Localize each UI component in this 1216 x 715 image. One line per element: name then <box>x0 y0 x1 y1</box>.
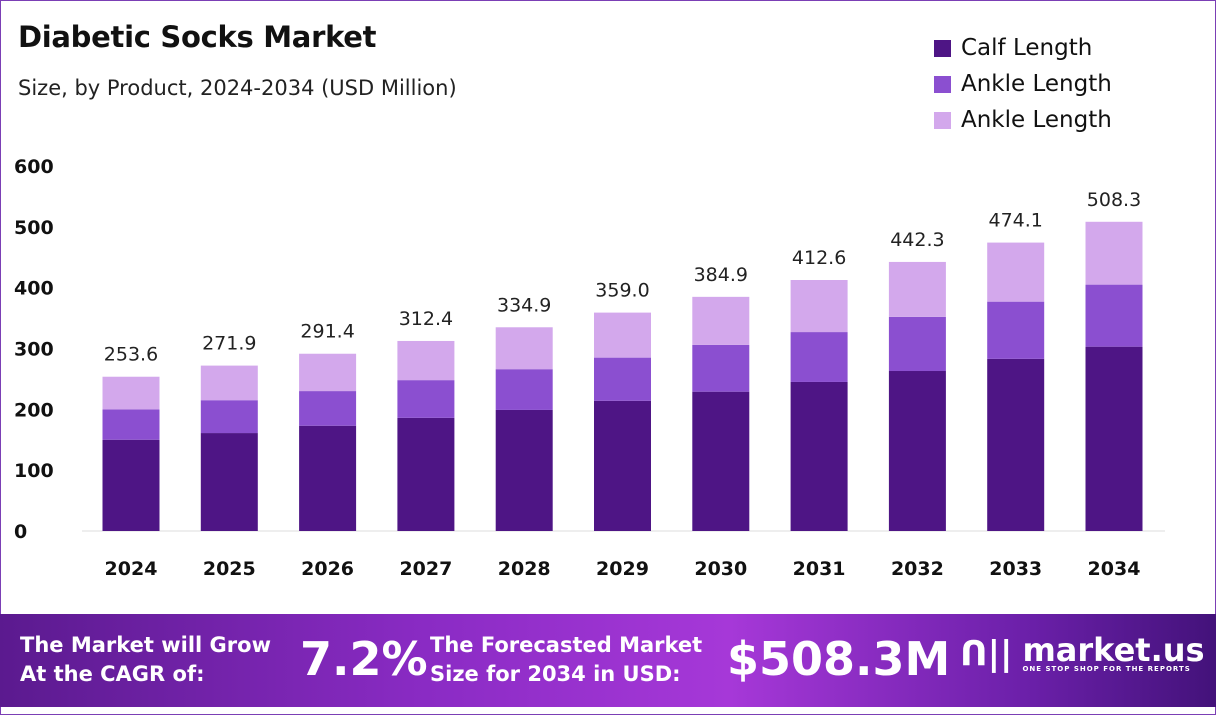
bar-segment-2 <box>888 316 946 372</box>
bar-segment-2 <box>987 301 1045 359</box>
bar-segment-3 <box>987 242 1045 302</box>
bar-segment-1 <box>200 433 258 531</box>
bar-segment-2 <box>102 409 160 440</box>
chart-title: Diabetic Socks Market <box>18 20 377 54</box>
chart-plot: 0 100 200 300 400 500 600 253.6 2024 271.9 2025 291… <box>14 156 1165 580</box>
total-label: 359.0 <box>595 280 649 302</box>
forecast-label-line: The Forecasted Market <box>430 633 703 657</box>
forecast-value: $508.3M <box>727 632 951 686</box>
total-label: 384.9 <box>694 264 748 286</box>
y-tick-label: 200 <box>14 399 54 421</box>
bar-segment-2 <box>397 380 455 418</box>
bar-segment-1 <box>888 371 946 531</box>
bar-segment-1 <box>397 417 455 531</box>
bar-segment-3 <box>495 327 553 370</box>
legend-item-ankle: Ankle Length <box>934 66 1112 102</box>
bar-segment-3 <box>790 280 848 333</box>
bar-segment-1 <box>594 400 651 531</box>
footer-banner: The Market will Grow At the CAGR of: 7.2%… <box>0 614 1216 707</box>
y-tick-label: 0 <box>14 521 27 543</box>
bar-segment-3 <box>397 340 455 381</box>
forecast-label-line: Size for 2034 in USD: <box>430 662 681 686</box>
total-label: 253.6 <box>104 344 158 366</box>
cagr-label-line: The Market will Grow <box>20 633 271 657</box>
y-tick-label: 400 <box>14 278 54 300</box>
legend-item-calf: Calf Length <box>934 30 1112 66</box>
bar-segment-3 <box>299 353 357 392</box>
brand-logo: ᑎ|| market.us ONE STOP SHOP FOR THE REPOR… <box>960 634 1205 674</box>
cagr-label-line: At the CAGR of: <box>20 662 205 686</box>
bar-segment-2 <box>200 400 258 434</box>
total-label: 412.6 <box>792 247 846 269</box>
y-tick-label: 500 <box>14 217 54 239</box>
bar-segment-1 <box>299 425 357 531</box>
bar-segment-3 <box>692 296 750 345</box>
x-tick-label: 2029 <box>596 558 649 580</box>
x-tick-label: 2030 <box>694 558 747 580</box>
bar-segment-2 <box>594 357 651 401</box>
market-us-logo-icon: ᑎ|| <box>960 634 1013 674</box>
bar-segment-2 <box>1085 284 1143 347</box>
bar-segment-3 <box>1085 221 1143 285</box>
forecast-label: The Forecasted Market Size for 2034 in US… <box>430 631 702 689</box>
total-label: 334.9 <box>497 294 551 316</box>
brand-name: market.us <box>1022 631 1205 669</box>
legend-label: Ankle Length <box>961 71 1112 97</box>
x-tick-label: 2025 <box>203 558 256 580</box>
total-label: 442.3 <box>890 229 944 251</box>
x-tick-label: 2033 <box>989 558 1042 580</box>
y-tick-label: 300 <box>14 339 54 361</box>
legend-swatch <box>934 39 951 57</box>
legend-item-ankle-2: Ankle Length <box>934 102 1112 138</box>
bar-segment-1 <box>987 358 1045 531</box>
x-tick-label: 2031 <box>793 558 846 580</box>
bar-segment-1 <box>102 439 160 531</box>
bar-segment-3 <box>200 365 258 401</box>
x-tick-label: 2024 <box>105 558 158 580</box>
bar-segment-2 <box>790 332 848 382</box>
chart-subtitle: Size, by Product, 2024-2034 (USD Million… <box>18 76 457 100</box>
bar-segment-3 <box>888 261 946 317</box>
bar-segment-2 <box>299 391 357 426</box>
cagr-value: 7.2% <box>300 632 428 686</box>
x-tick-label: 2026 <box>301 558 354 580</box>
bar-segment-2 <box>692 344 750 392</box>
total-label: 474.1 <box>988 210 1042 232</box>
x-tick-label: 2027 <box>399 558 452 580</box>
bar-segment-1 <box>1085 346 1143 531</box>
total-label: 508.3 <box>1087 189 1141 211</box>
legend-swatch <box>934 75 951 93</box>
legend-swatch <box>934 111 951 129</box>
bar-segment-2 <box>495 369 553 410</box>
x-tick-label: 2034 <box>1088 558 1141 580</box>
x-tick-label: 2028 <box>498 558 551 580</box>
legend: Calf Length Ankle Length Ankle Length <box>934 30 1112 138</box>
total-label: 271.9 <box>202 333 256 355</box>
bar-segment-1 <box>692 391 750 531</box>
bar-segment-3 <box>102 376 160 410</box>
bar-segment-1 <box>790 381 848 531</box>
legend-label: Ankle Length <box>961 107 1112 133</box>
brand-tagline: ONE STOP SHOP FOR THE REPORTS <box>1022 665 1191 673</box>
total-label: 312.4 <box>399 308 453 330</box>
total-label: 291.4 <box>300 321 354 343</box>
y-tick-label: 100 <box>14 460 54 482</box>
y-tick-label: 600 <box>14 156 54 178</box>
bar-segment-3 <box>594 312 651 358</box>
legend-label: Calf Length <box>961 35 1093 61</box>
bar-segment-1 <box>495 409 553 531</box>
cagr-label: The Market will Grow At the CAGR of: <box>20 631 271 689</box>
x-tick-label: 2032 <box>891 558 944 580</box>
